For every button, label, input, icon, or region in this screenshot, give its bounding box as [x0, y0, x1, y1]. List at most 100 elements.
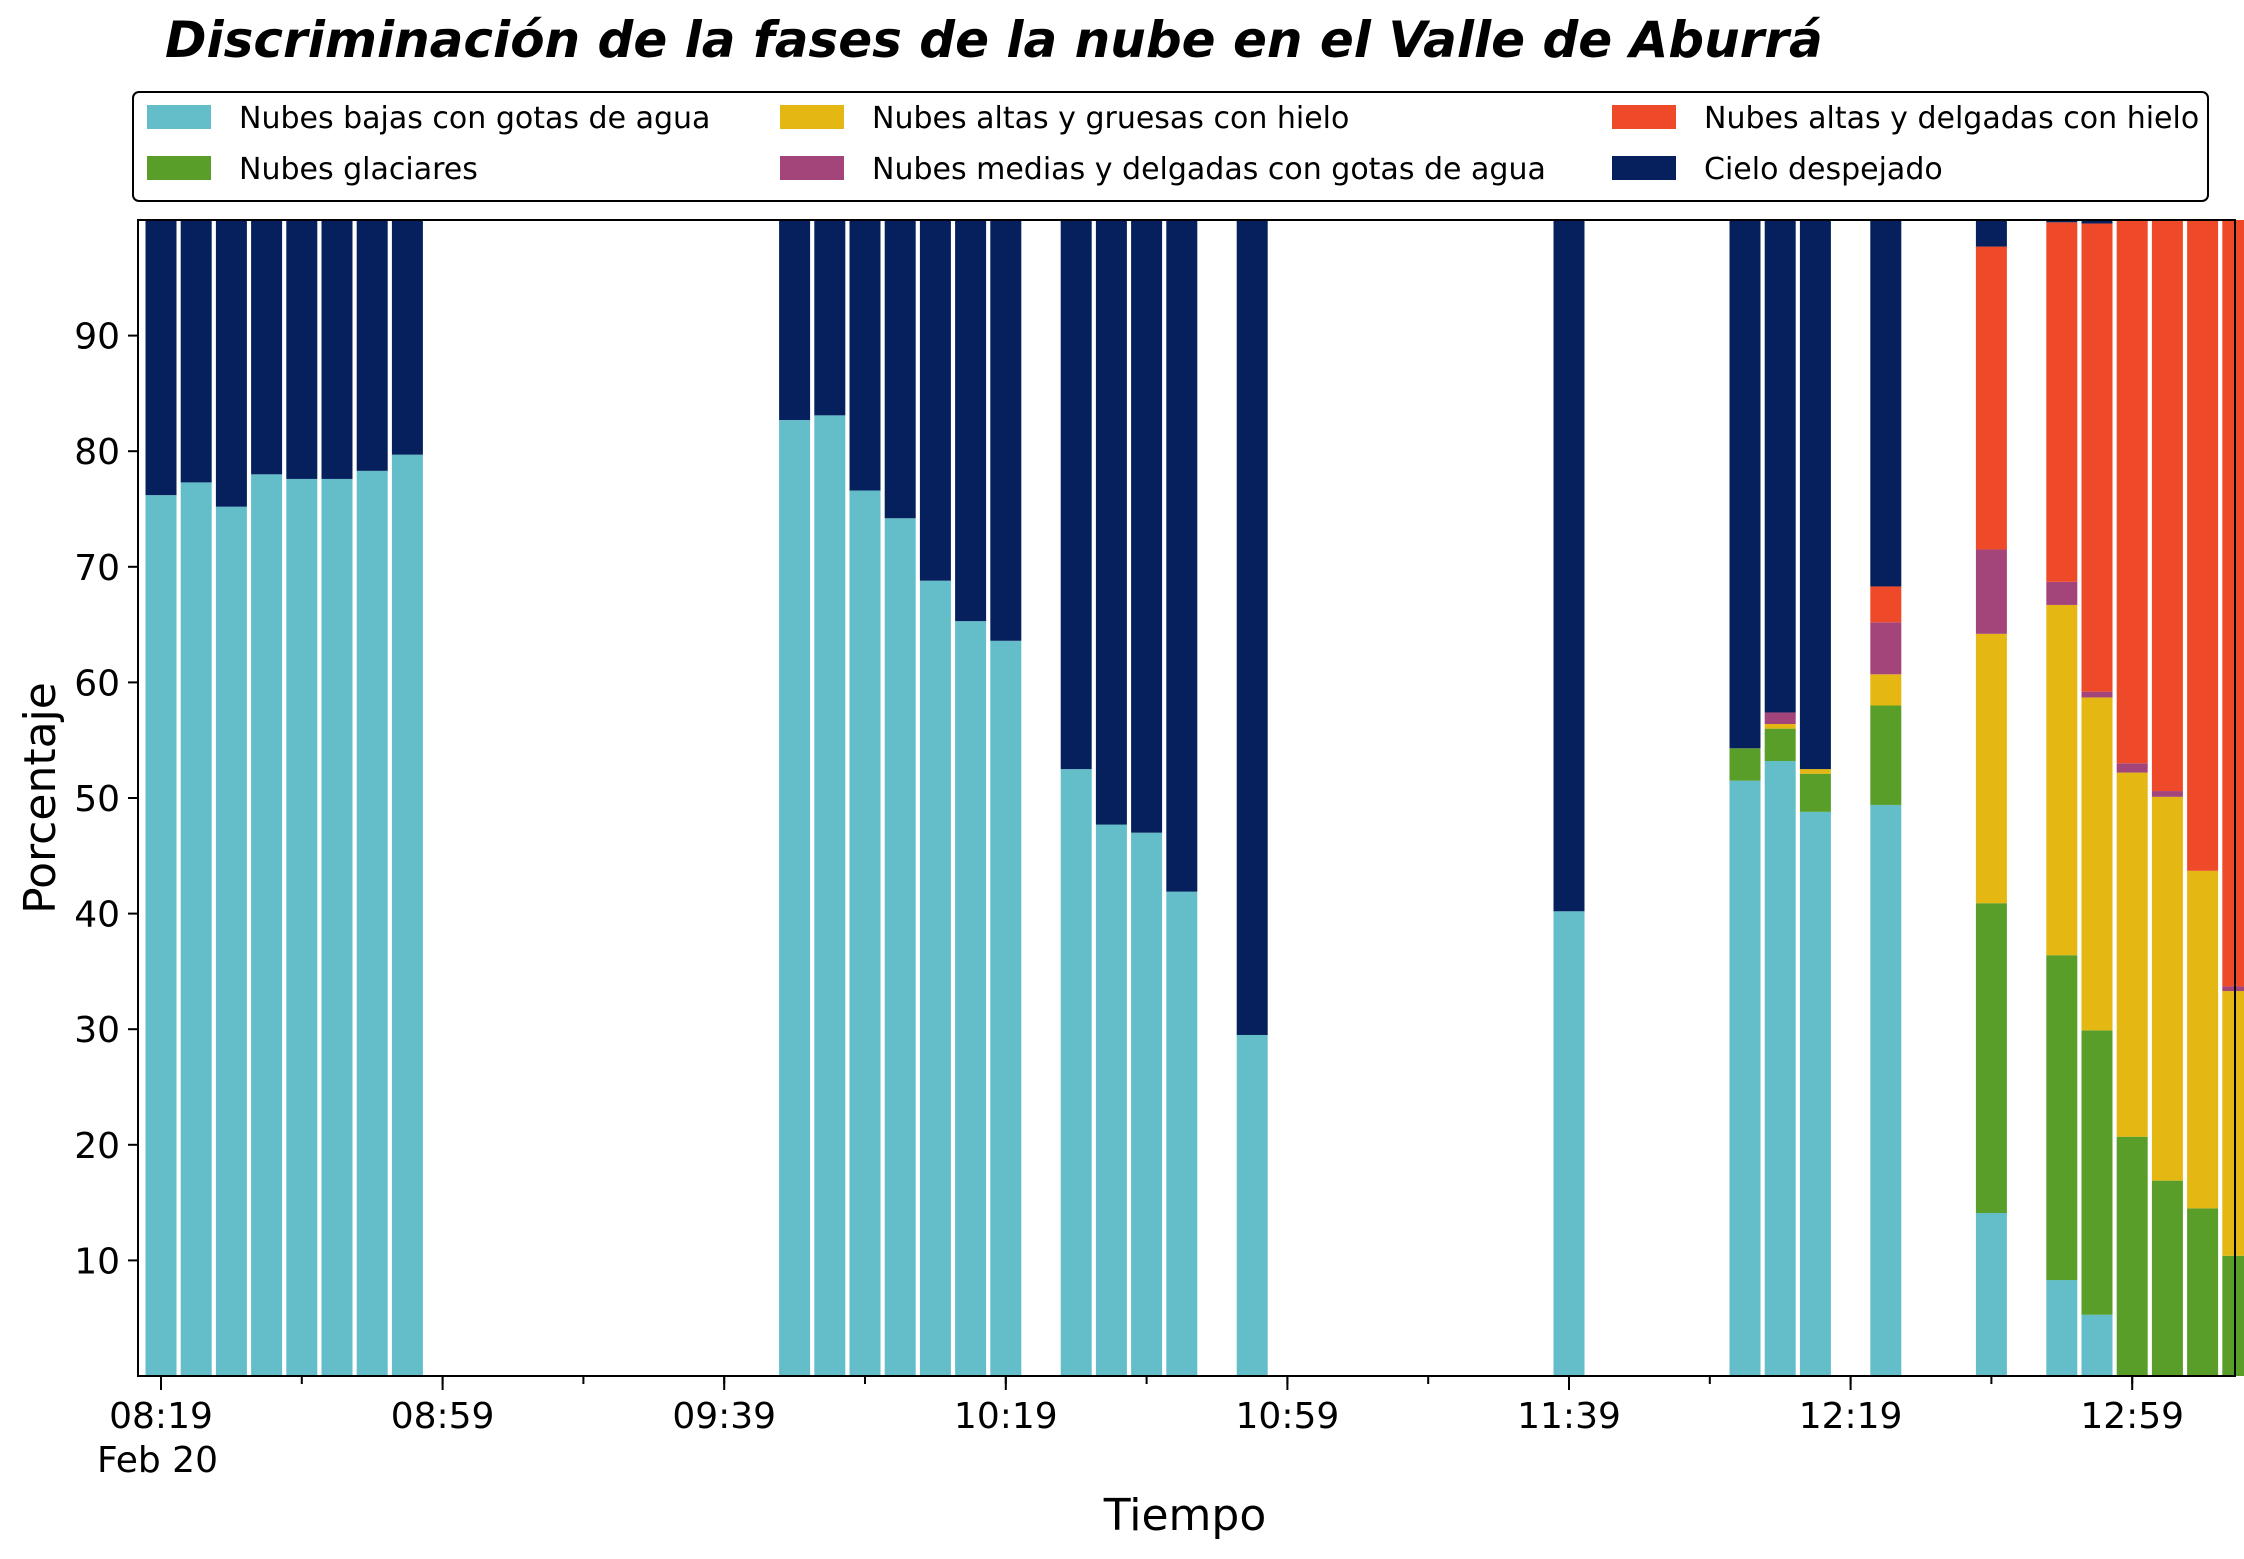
legend-entry: Cielo despejado — [1612, 152, 1943, 187]
bar-segment — [1553, 220, 1585, 912]
bar-segment — [391, 220, 423, 455]
legend-swatch — [1612, 105, 1676, 129]
bar-stack — [1553, 220, 1585, 1376]
legend-label: Cielo despejado — [1704, 152, 1943, 187]
bar-segment — [145, 220, 177, 496]
bar-segment — [2081, 223, 2113, 692]
bar-segment — [2222, 1255, 2244, 1376]
bar-segment — [2187, 870, 2219, 1209]
bar-segment — [2187, 1208, 2219, 1376]
bar-segment — [1764, 728, 1796, 762]
bar-stack — [779, 220, 811, 1376]
bar-segment — [2046, 220, 2078, 223]
bar-segment — [1799, 220, 1831, 770]
bar-segment — [2187, 220, 2219, 871]
legend-entry: Nubes altas y delgadas con hielo — [1612, 101, 2199, 136]
bar-stack — [990, 220, 1022, 1376]
bar-stack — [2151, 220, 2183, 1376]
bar-stack — [1764, 220, 1796, 1376]
bar-segment — [391, 454, 423, 1376]
bar-segment — [1975, 246, 2007, 550]
bar-segment — [814, 220, 846, 416]
bar-segment — [2151, 220, 2183, 792]
bar-segment — [1729, 780, 1761, 1376]
bar-stack — [1166, 220, 1198, 1376]
x-tick-label: 11:39 — [1517, 1396, 1621, 1437]
x-tick-label: 10:59 — [1236, 1396, 1340, 1437]
bar-stack — [2116, 220, 2148, 1376]
bar-segment — [1166, 891, 1198, 1376]
bar-segment — [251, 220, 283, 475]
bar-segment — [2046, 955, 2078, 1281]
bar-segment — [919, 580, 951, 1376]
bar-segment — [2116, 1136, 2148, 1376]
bar-stack — [356, 220, 388, 1377]
bar-segment — [180, 482, 212, 1376]
bar-segment — [321, 478, 353, 1376]
bar-segment — [2046, 1280, 2078, 1376]
bar-segment — [1729, 748, 1761, 781]
bars-layer — [145, 220, 2244, 1377]
bar-segment — [990, 640, 1022, 1376]
bar-segment — [321, 220, 353, 479]
y-tick-label: 70 — [74, 548, 120, 589]
bar-stack — [955, 220, 987, 1376]
y-tick-label: 60 — [74, 663, 120, 704]
bar-segment — [2151, 1180, 2183, 1376]
bar-stack — [1729, 220, 1761, 1376]
bar-segment — [779, 220, 811, 420]
legend-label: Nubes glaciares — [239, 152, 478, 187]
x-axis-label: Tiempo — [1103, 1490, 1267, 1541]
y-tick-label: 80 — [74, 432, 120, 473]
bar-segment — [1764, 761, 1796, 1376]
bar-segment — [215, 506, 247, 1376]
legend-swatch — [147, 156, 211, 180]
bar-segment — [2151, 791, 2183, 797]
bar-segment — [1764, 712, 1796, 725]
bar-segment — [1060, 769, 1092, 1376]
bar-segment — [884, 518, 916, 1376]
x-tick-label: 08:59 — [391, 1396, 495, 1437]
bar-segment — [955, 621, 987, 1376]
bar-segment — [286, 220, 318, 479]
bar-stack — [1799, 220, 1831, 1376]
bar-stack — [1870, 220, 1902, 1376]
x-tick-label: 10:19 — [954, 1396, 1058, 1437]
bar-segment — [955, 220, 987, 622]
bar-segment — [1236, 220, 1268, 1035]
bar-stack — [180, 220, 212, 1376]
bar-segment — [2046, 222, 2078, 582]
bar-segment — [1236, 1034, 1268, 1376]
y-axis: 10 20 30 40 50 60 70 80 90 — [74, 317, 138, 1282]
bar-stack — [1236, 220, 1268, 1376]
bar-segment — [356, 220, 388, 471]
y-tick-label: 50 — [74, 779, 120, 820]
legend-entry: Nubes bajas con gotas de agua — [147, 101, 710, 136]
bar-segment — [814, 415, 846, 1376]
bar-segment — [1729, 220, 1761, 749]
legend-swatch — [1612, 156, 1676, 180]
bar-segment — [1553, 911, 1585, 1376]
bar-segment — [2081, 697, 2113, 1031]
bar-segment — [1870, 804, 1902, 1376]
legend-label: Nubes medias y delgadas con gotas de agu… — [872, 152, 1546, 187]
bar-stack — [145, 220, 177, 1376]
bar-segment — [1764, 724, 1796, 729]
bar-stack — [2046, 220, 2078, 1376]
bar-segment — [2222, 986, 2244, 992]
bar-segment — [2046, 581, 2078, 605]
bar-stack — [286, 220, 318, 1376]
bar-stack — [2222, 220, 2244, 1376]
bar-segment — [1095, 824, 1127, 1376]
legend-entry: Nubes glaciares — [147, 152, 478, 187]
bar-segment — [251, 474, 283, 1376]
legend-swatch — [780, 105, 844, 129]
bar-segment — [2151, 796, 2183, 1181]
y-tick-label: 20 — [74, 1126, 120, 1167]
bar-stack — [1131, 220, 1163, 1376]
bar-stack — [814, 220, 846, 1376]
bar-stack — [251, 220, 283, 1376]
bar-segment — [919, 220, 951, 581]
bar-segment — [1870, 622, 1902, 675]
x-tick-label: 12:19 — [1799, 1396, 1903, 1437]
